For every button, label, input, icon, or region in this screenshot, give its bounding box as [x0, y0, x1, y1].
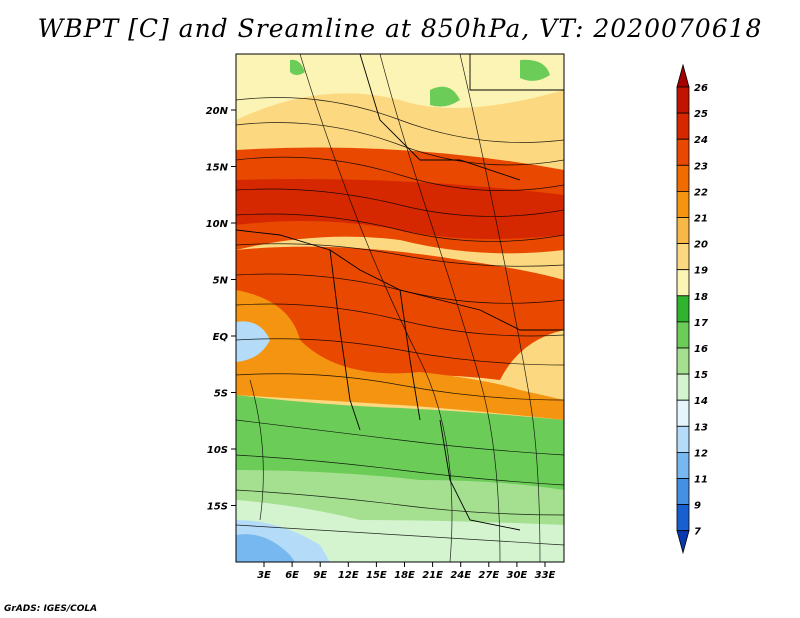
colorbar-segment	[676, 504, 690, 532]
colorbar-label: 13	[694, 422, 708, 433]
colorbar-segment	[676, 164, 690, 192]
colorbar-segment	[676, 373, 690, 401]
colorbar-label: 21	[694, 214, 708, 225]
lon-label: 24E	[450, 570, 471, 581]
colorbar-segment	[676, 478, 690, 506]
chart-title: WBPT [C] and Sreamline at 850hPa, VT: 20…	[37, 14, 763, 43]
colorbar-segment	[676, 86, 690, 114]
colorbar-label: 22	[694, 187, 708, 198]
colorbar-label: 16	[694, 344, 708, 355]
lon-label: 6E	[285, 570, 299, 581]
lat-label: 10N	[206, 219, 229, 230]
colorbar-label: 15	[694, 370, 708, 381]
credit-text: GrADS: IGES/COLA	[4, 604, 98, 614]
colorbar-segment	[676, 399, 690, 427]
lon-label: 12E	[338, 570, 359, 581]
lon-label: 33E	[535, 570, 556, 581]
colorbar-label: 26	[694, 83, 708, 94]
lat-label: 10S	[207, 445, 228, 456]
colorbar-label: 11	[694, 475, 708, 486]
colorbar-label: 20	[694, 240, 708, 251]
colorbar-segment	[676, 451, 690, 479]
longitude-axis: 3E 6E 9E 12E 15E 18E 21E 24E 27E 30E 33E	[257, 562, 556, 581]
colorbar-segment	[676, 269, 690, 297]
colorbar-segment	[676, 190, 690, 218]
colorbar-label: 12	[694, 448, 708, 459]
colorbar-top-arrow	[676, 63, 690, 88]
lon-label: 3E	[257, 570, 271, 581]
latitude-axis: 20N 15N 10N 5N EQ 5S 10S 15S	[206, 106, 236, 513]
colorbar-label: 17	[694, 318, 708, 329]
colorbar-segment	[676, 243, 690, 271]
colorbar-label: 25	[694, 109, 708, 120]
lon-label: 15E	[366, 570, 387, 581]
colorbar-segment	[676, 112, 690, 140]
lon-label: 30E	[507, 570, 528, 581]
lat-label: 15S	[207, 502, 228, 513]
lat-label: 20N	[206, 106, 229, 117]
colorbar-label: 18	[694, 292, 708, 303]
colorbar-label: 23	[694, 161, 708, 172]
colorbar-label: 9	[694, 501, 701, 512]
lon-label: 9E	[313, 570, 327, 581]
colorbar-segment	[676, 138, 690, 166]
lon-label: 18E	[394, 570, 415, 581]
colorbar-label: 24	[694, 135, 708, 146]
colorbar-label: 19	[694, 266, 708, 277]
lon-label: 21E	[422, 570, 443, 581]
lon-label: 27E	[478, 570, 499, 581]
lat-label: 5N	[213, 276, 229, 287]
colorbar-segment	[676, 217, 690, 245]
colorbar-segment	[676, 347, 690, 375]
map-frame	[235, 53, 565, 563]
lat-label: 5S	[214, 389, 228, 400]
colorbar: 26 25 24 23 22 21 20 19 18 17 16 15 14 13 12 11 9 7	[676, 63, 708, 555]
colorbar-segment	[676, 295, 690, 323]
wbpt-field	[236, 54, 564, 562]
colorbar-segment	[676, 425, 690, 453]
lat-label: 15N	[206, 163, 229, 174]
colorbar-label: 7	[694, 527, 701, 538]
colorbar-segment	[676, 321, 690, 349]
lat-label: EQ	[213, 332, 229, 343]
colorbar-bottom-arrow	[676, 530, 690, 555]
colorbar-label: 14	[694, 396, 708, 407]
